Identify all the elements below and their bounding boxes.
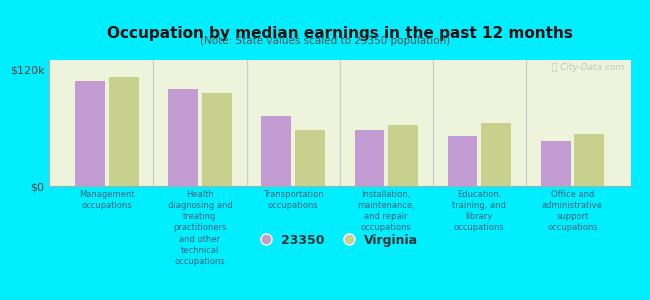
Legend: 23350, Virginia: 23350, Virginia <box>255 227 424 253</box>
Bar <box>354 130 384 186</box>
Bar <box>481 123 511 186</box>
Bar <box>261 116 291 186</box>
Text: Ⓢ City-Data.com: Ⓢ City-Data.com <box>552 62 625 71</box>
Bar <box>168 89 198 186</box>
Bar <box>202 93 231 186</box>
Bar <box>109 77 138 186</box>
Text: (Note: State values scaled to 23350 population): (Note: State values scaled to 23350 popu… <box>200 35 450 46</box>
Bar <box>541 141 571 186</box>
Bar <box>574 134 604 186</box>
Title: Occupation by median earnings in the past 12 months: Occupation by median earnings in the pas… <box>107 26 573 41</box>
Bar <box>388 125 418 186</box>
Bar <box>75 81 105 186</box>
Bar <box>295 130 325 186</box>
Bar <box>448 136 478 186</box>
